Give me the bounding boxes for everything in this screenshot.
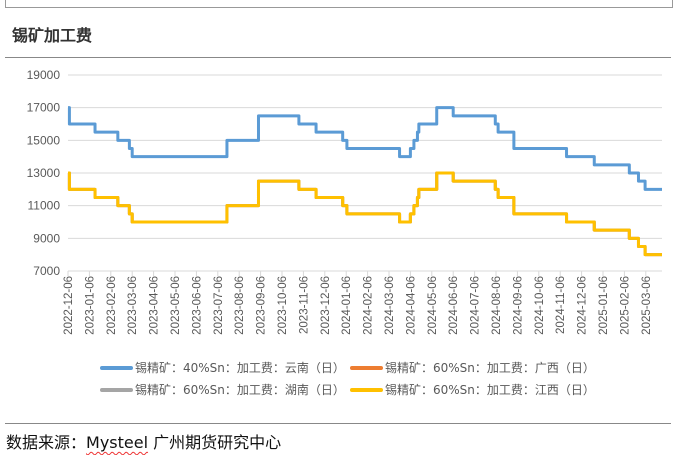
- legend-swatch: [100, 365, 133, 370]
- series-line-0: [67, 106, 664, 191]
- source-prefix: 数据来源：: [6, 433, 87, 452]
- legend-swatch: [100, 387, 133, 392]
- x-tick-label: 2024-02-06: [363, 276, 375, 335]
- source-suffix: 广州期货研究中心: [148, 433, 282, 452]
- legend-label: 锡精矿：60%Sn：加工费：江西（日）: [385, 383, 595, 397]
- x-tick-label: 2024-05-06: [427, 276, 439, 335]
- x-tick-label: 2023-02-06: [106, 276, 118, 335]
- y-tick-label: 19000: [27, 68, 61, 82]
- x-tick-label: 2024-03-06: [384, 276, 396, 335]
- x-tick-label: 2024-08-06: [491, 276, 503, 335]
- x-tick-label: 2023-04-06: [149, 276, 161, 335]
- x-tick-label: 2024-12-06: [577, 276, 589, 335]
- y-tick-label: 13000: [27, 166, 61, 180]
- x-tick-label: 2023-08-06: [234, 276, 246, 335]
- x-tick-label: 2025-01-06: [598, 276, 610, 335]
- legend-item-guangxi: 锡精矿：60%Sn：加工费：广西（日）: [350, 359, 595, 376]
- x-tick-label: 2024-10-06: [534, 276, 546, 335]
- y-tick-label: 17000: [27, 101, 61, 115]
- x-tick-label: 2024-04-06: [405, 276, 417, 335]
- x-tick-label: 2023-01-06: [84, 276, 96, 335]
- chart-title: 锡矿加工费: [12, 26, 93, 45]
- y-tick-label: 7000: [33, 264, 60, 278]
- x-tick-label: 2025-02-06: [619, 276, 631, 335]
- x-tick-label: 2025-03-06: [641, 276, 653, 335]
- x-tick-label: 2024-11-06: [555, 276, 567, 334]
- legend-swatch: [350, 365, 383, 370]
- y-tick-label: 11000: [28, 199, 61, 213]
- legend-label: 锡精矿：60%Sn：加工费：广西（日）: [385, 361, 595, 375]
- x-tick-label: 2023-06-06: [191, 276, 203, 335]
- x-tick-label: 2023-03-06: [127, 276, 139, 335]
- x-tick-label: 2023-11-06: [298, 276, 310, 334]
- x-tick-label: 2023-12-06: [320, 276, 332, 335]
- x-tick-label: 2023-05-06: [170, 276, 182, 335]
- legend-item-hunan: 锡精矿：60%Sn：加工费：湖南（日）: [100, 381, 345, 398]
- legend-swatch: [350, 387, 383, 392]
- top-frame: [5, 0, 673, 8]
- legend-item-yunnan: 锡精矿：40%Sn：加工费：云南（日）: [100, 359, 345, 376]
- x-tick-label: 2024-01-06: [341, 276, 353, 335]
- source-brand: Mysteel: [86, 433, 149, 452]
- x-tick-label: 2022-12-06: [63, 276, 75, 335]
- source-divider: [5, 423, 671, 424]
- x-tick-label: 2024-09-06: [512, 276, 524, 335]
- y-tick-label: 15000: [27, 133, 61, 147]
- series-line-3: [67, 171, 664, 257]
- legend-item-jiangxi: 锡精矿：60%Sn：加工费：江西（日）: [350, 381, 595, 398]
- title-divider: [5, 57, 671, 58]
- y-tick-label: 9000: [33, 231, 60, 245]
- source-note: 数据来源：Mysteel 广州期货研究中心: [6, 429, 281, 453]
- x-tick-label: 2023-09-06: [256, 276, 268, 335]
- x-tick-label: 2024-06-06: [448, 276, 460, 335]
- legend-label: 锡精矿：60%Sn：加工费：湖南（日）: [135, 383, 345, 397]
- x-tick-label: 2023-07-06: [213, 276, 225, 335]
- x-tick-label: 2024-07-06: [470, 276, 482, 335]
- x-tick-label: 2023-10-06: [277, 276, 289, 335]
- legend-label: 锡精矿：40%Sn：加工费：云南（日）: [135, 361, 345, 375]
